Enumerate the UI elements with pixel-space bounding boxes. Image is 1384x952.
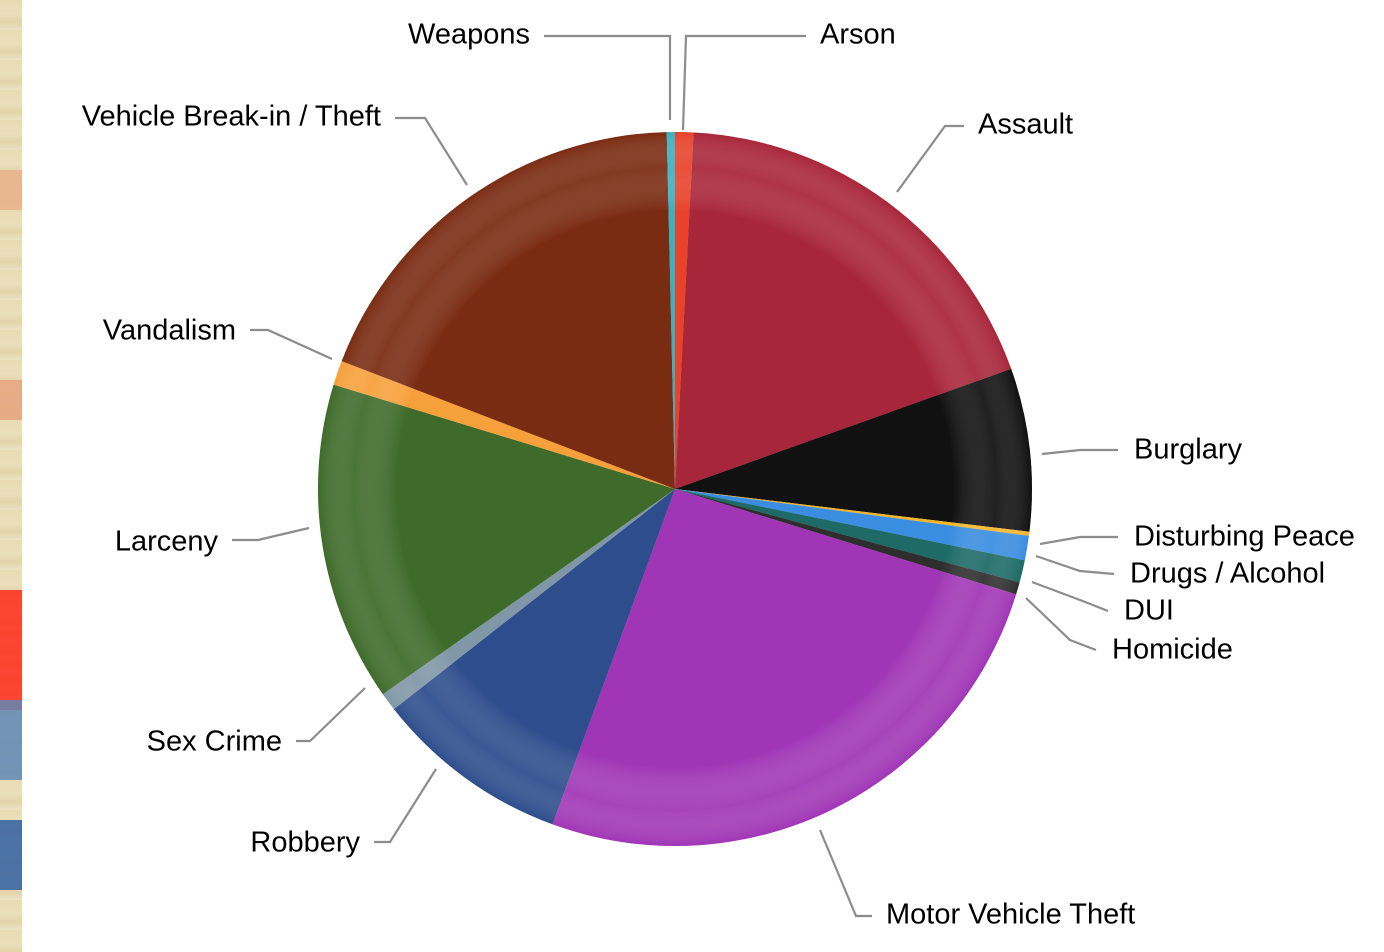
leader-line: [250, 328, 333, 361]
pie-slice-sheen: [382, 489, 675, 710]
pie-slice-sheen: [341, 132, 675, 489]
slice-labels: Arson Assault Burglary Disturbing Peace Drug…: [82, 19, 1355, 931]
pie-slice-sheen: [675, 489, 1020, 595]
map-patch: [0, 170, 22, 210]
leader-line: [1039, 535, 1118, 546]
pie-slice-sheen: [675, 489, 1025, 583]
pie-slice-sheen: [318, 384, 675, 695]
pie-slice-sheen: [552, 489, 1017, 846]
slice-label: Burglary: [1134, 434, 1242, 466]
slice-label: DUI: [1124, 595, 1174, 627]
pie-slice-sheen: [666, 132, 675, 489]
leader-line: [1041, 448, 1118, 456]
pie-slices: [318, 131, 1033, 846]
map-patch: [0, 380, 22, 420]
slice-label: Robbery: [250, 827, 360, 859]
leader-line: [374, 768, 437, 844]
leader-lines: [232, 34, 1118, 918]
slice-label: Assault: [978, 109, 1073, 141]
pie-slice-sheen: [675, 131, 694, 489]
slice-label: Homicide: [1112, 634, 1233, 666]
leader-line: [1035, 554, 1115, 576]
map-background-strip: [0, 0, 22, 952]
leader-line: [544, 34, 672, 120]
pie-slice-sheen: [393, 489, 675, 825]
slice-label: Larceny: [115, 526, 219, 558]
map-patch: [0, 700, 22, 780]
leader-line: [681, 34, 806, 131]
leader-line: [232, 526, 310, 542]
slice-label: Vandalism: [103, 315, 236, 347]
leader-line: [1025, 597, 1097, 652]
leader-line: [395, 116, 468, 186]
slice-label: Disturbing Peace: [1134, 521, 1355, 553]
slice-label: Weapons: [408, 19, 530, 51]
pie-slice-sheen: [675, 132, 1012, 490]
slice-label: Motor Vehicle Theft: [886, 899, 1135, 931]
pie-slice-sheen: [675, 489, 1029, 561]
pie-slice-sheen: [675, 368, 1033, 532]
slice-label: Sex Crime: [147, 726, 282, 758]
leader-line: [1031, 580, 1109, 613]
leader-line: [296, 687, 366, 743]
slice-label: Vehicle Break-in / Theft: [82, 101, 381, 133]
slice-label: Arson: [820, 19, 896, 51]
pie-slice-sheen: [675, 489, 1030, 536]
slice-label: Drugs / Alcohol: [1130, 558, 1325, 590]
leader-line: [896, 124, 964, 193]
pie-slice-sheen: [333, 361, 675, 489]
leader-line: [818, 829, 872, 918]
map-patch: [0, 590, 22, 710]
map-patch: [0, 820, 22, 890]
